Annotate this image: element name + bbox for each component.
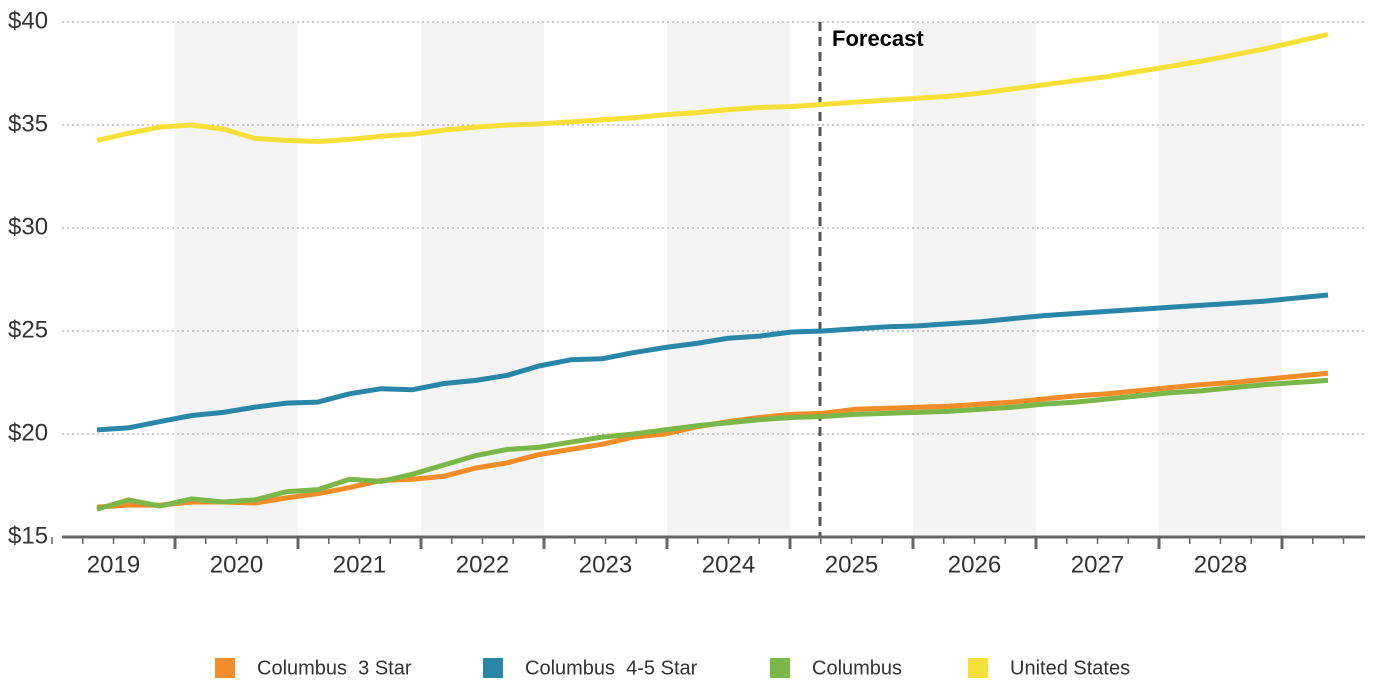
year-band bbox=[421, 22, 544, 537]
legend-label: Columbus 4-5 Star bbox=[525, 657, 698, 679]
series-line bbox=[96, 377, 1329, 512]
y-tick-label: $25 bbox=[8, 316, 48, 343]
legend-label: United States bbox=[1010, 657, 1130, 679]
year-band bbox=[913, 22, 1036, 537]
y-tick-label: $30 bbox=[8, 213, 48, 240]
legend-swatch bbox=[968, 658, 988, 678]
series-line bbox=[96, 31, 1329, 144]
legend-swatch bbox=[215, 658, 235, 678]
x-tick-label: 2021 bbox=[333, 551, 386, 578]
x-tick-label: 2022 bbox=[456, 551, 509, 578]
y-tick-label: $20 bbox=[8, 419, 48, 446]
y-tick-label: $15 bbox=[8, 522, 48, 549]
x-tick-label: 2025 bbox=[825, 551, 878, 578]
legend-swatch bbox=[483, 658, 503, 678]
year-band bbox=[175, 22, 298, 537]
legend-label: Columbus 3 Star bbox=[257, 657, 412, 679]
legend-label: Columbus bbox=[812, 657, 902, 679]
x-tick-label: 2023 bbox=[579, 551, 632, 578]
x-tick-label: 2028 bbox=[1194, 551, 1247, 578]
forecast-label: Forecast bbox=[832, 26, 924, 51]
year-bands bbox=[175, 22, 1282, 537]
x-tick-label: 2024 bbox=[702, 551, 755, 578]
x-tick-label: 2020 bbox=[210, 551, 263, 578]
x-tick-label: 2027 bbox=[1071, 551, 1124, 578]
year-band bbox=[1159, 22, 1282, 537]
x-tick-label: 2019 bbox=[87, 551, 140, 578]
y-tick-label: $40 bbox=[8, 7, 48, 34]
x-tick-label: 2026 bbox=[948, 551, 1001, 578]
series-line bbox=[96, 292, 1329, 433]
legend-swatch bbox=[770, 658, 790, 678]
y-tick-label: $35 bbox=[8, 110, 48, 137]
year-band bbox=[667, 22, 790, 537]
